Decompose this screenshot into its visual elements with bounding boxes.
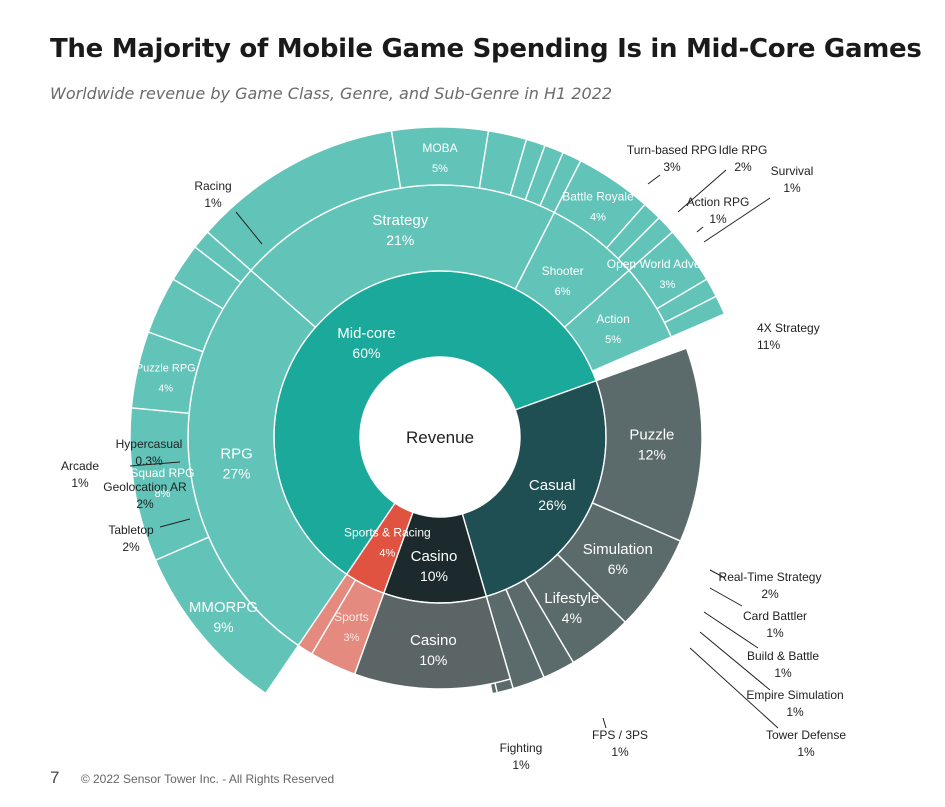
genre-label-casual-lifestyle-name: Lifestyle — [544, 590, 599, 607]
class-label-casual-value: 26% — [538, 497, 566, 513]
genre-label-casual-simulation-value: 6% — [608, 561, 628, 577]
outside-label-real-time-strategy-name: Real-Time Strategy — [719, 570, 822, 584]
outside-label-hypercasual-name: Hypercasual — [116, 437, 183, 451]
leader-line-build-battle — [703, 611, 759, 649]
genre-label-mid-core-strategy-value: 21% — [386, 232, 414, 248]
class-label-casino-value: 10% — [420, 568, 448, 584]
subgenre-label-puzzle-rpg-value: 4% — [159, 384, 174, 395]
page-number: 7 — [50, 768, 60, 787]
genre-label-mid-core-shooter-value: 6% — [555, 286, 571, 298]
outside-label-fighting-value: 1% — [512, 758, 530, 772]
outside-label-action-rpg-value: 1% — [709, 212, 727, 226]
outside-label-4x-strategy-name: 4X Strategy — [757, 321, 820, 335]
copyright: © 2022 Sensor Tower Inc. - All Rights Re… — [80, 772, 335, 786]
genre-label-mid-core-rpg-value: 27% — [223, 466, 251, 482]
subgenre-label-squad-rpg-value: 8% — [155, 488, 171, 500]
genre-label-casino-casino-name: Casino — [410, 632, 457, 649]
genre-label-mid-core-action-name: Action — [596, 312, 629, 326]
class-label-sports-racing-value: 4% — [379, 547, 395, 559]
leader-line-idle-rpg — [677, 169, 727, 213]
leader-line-fps-3ps — [602, 717, 607, 729]
subgenre-label-open-world-adventure-value: 3% — [659, 279, 675, 291]
center-label: Revenue — [406, 428, 474, 447]
subgenre-wedge-moba — [390, 126, 490, 189]
outside-label-survival-name: Survival — [771, 164, 814, 178]
leader-line-racing — [235, 211, 263, 245]
class-label-mid-core-name: Mid-core — [337, 325, 395, 342]
subgenre-label-puzzle-rpg-name: Puzzle RPG — [136, 363, 196, 375]
outside-label-action-rpg-name: Action RPG — [687, 195, 750, 209]
outside-label-card-battler-name: Card Battler — [743, 609, 807, 623]
genre-label-mid-core-action-value: 5% — [605, 334, 621, 346]
outside-label-empire-simulation-value: 1% — [786, 705, 804, 719]
outside-label-arcade-name: Arcade — [61, 459, 99, 473]
outside-label-tabletop-value: 2% — [122, 540, 140, 554]
leader-line-real-time-strategy — [709, 569, 726, 579]
leader-line-tower-defense — [689, 647, 779, 729]
genre-label-sports-racing-sports-name: Sports — [334, 610, 369, 624]
genre-label-sports-racing-sports-value: 3% — [343, 632, 359, 644]
class-label-mid-core-value: 60% — [352, 345, 380, 361]
leader-line-hypercasual — [129, 461, 181, 467]
chart-title: The Majority of Mobile Game Spending Is … — [50, 34, 922, 64]
outside-label-turn-based-rpg-name: Turn-based RPG — [627, 143, 717, 157]
leader-line-empire-simulation — [699, 631, 771, 691]
leader-line-tabletop — [159, 518, 191, 528]
outside-label-fps-3ps-name: FPS / 3PS — [592, 728, 648, 742]
genre-label-mid-core-strategy-name: Strategy — [372, 212, 428, 229]
subgenre-wedge-action-other — [663, 295, 726, 338]
genre-label-mid-core-rpg-name: RPG — [220, 446, 253, 463]
outside-label-fighting-name: Fighting — [500, 741, 543, 755]
outside-label-idle-rpg-name: Idle RPG — [719, 143, 768, 157]
outside-label-turn-based-rpg-value: 3% — [663, 160, 681, 174]
outside-label-idle-rpg-value: 2% — [734, 160, 752, 174]
genre-label-casual-lifestyle-value: 4% — [562, 610, 582, 626]
subgenre-label-mmorpg-value: 9% — [213, 619, 233, 635]
leader-line-card-battler — [709, 587, 743, 607]
outside-label-racing-name: Racing — [194, 179, 231, 193]
outside-label-tower-defense-name: Tower Defense — [766, 728, 846, 742]
chart-subtitle: Worldwide revenue by Game Class, Genre, … — [50, 84, 613, 103]
subgenre-label-open-world-adventure-name: Open World Adventure — [607, 257, 729, 271]
outside-label-card-battler-value: 1% — [766, 626, 784, 640]
outside-label-fps-3ps-value: 1% — [611, 745, 629, 759]
outside-label-4x-strategy-value: 11% — [757, 338, 780, 352]
subgenre-label-squad-rpg-name: Squad RPG — [130, 466, 194, 480]
subgenre-label-mmorpg-name: MMORPG — [189, 599, 258, 616]
subgenre-label-moba-value: 5% — [432, 163, 448, 175]
outside-label-build-battle-name: Build & Battle — [747, 649, 819, 663]
genre-label-casual-simulation-name: Simulation — [583, 541, 653, 558]
outside-label-tower-defense-value: 1% — [797, 745, 815, 759]
outside-label-empire-simulation-name: Empire Simulation — [746, 688, 843, 702]
class-label-sports-racing-name: Sports & Racing — [344, 525, 431, 539]
outside-label-geolocation-ar-name: Geolocation AR — [103, 480, 187, 494]
leader-line-action-rpg — [696, 226, 704, 233]
subgenre-label-moba-name: MOBA — [422, 141, 457, 155]
genre-label-mid-core-shooter-name: Shooter — [542, 264, 584, 278]
outside-label-survival-value: 1% — [783, 181, 801, 195]
genre-label-casual-puzzle-value: 12% — [638, 447, 666, 463]
outside-label-arcade-value: 1% — [71, 476, 89, 490]
genre-label-casino-casino-value: 10% — [419, 652, 447, 668]
genre-label-casual-puzzle-name: Puzzle — [629, 427, 674, 444]
genre-wedge-racing — [297, 573, 357, 655]
outside-label-hypercasual-value: 0.3% — [135, 454, 163, 468]
outside-label-geolocation-ar-value: 2% — [136, 497, 154, 511]
outside-label-racing-value: 1% — [204, 196, 222, 210]
outside-label-build-battle-value: 1% — [774, 666, 792, 680]
class-label-casual-name: Casual — [529, 477, 576, 494]
leader-line-survival — [703, 197, 771, 243]
outside-label-tabletop-name: Tabletop — [108, 523, 154, 537]
outside-label-real-time-strategy-value: 2% — [761, 587, 779, 601]
subgenre-label-battle-royale-value: 4% — [590, 212, 606, 224]
leader-line-turn-based-rpg — [647, 174, 661, 185]
footer: 7 © 2022 Sensor Tower Inc. - All Rights … — [50, 768, 334, 788]
subgenre-label-battle-royale-name: Battle Royale — [562, 190, 634, 204]
class-label-casino-name: Casino — [411, 548, 458, 565]
